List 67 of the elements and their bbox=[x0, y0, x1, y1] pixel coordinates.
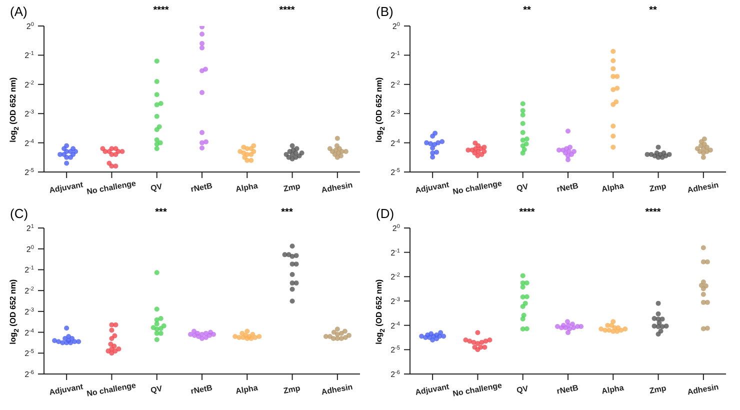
y-tick-label: 2$^{-4}$ bbox=[24, 328, 34, 338]
y-tick-label: 2$^{0}$ bbox=[26, 22, 34, 31]
x-tick-label: rNetB bbox=[190, 181, 214, 194]
y-tick-label: 2$^{-1}$ bbox=[24, 266, 34, 275]
x-tick-label: Zmp bbox=[282, 182, 302, 194]
y-tick-label: 2$^{-2}$ bbox=[390, 80, 400, 90]
y-tick-label: 2$^{-5}$ bbox=[390, 346, 400, 355]
y-tick-label: 2$^{-2}$ bbox=[24, 286, 34, 296]
text: **** bbox=[153, 5, 169, 16]
text: *** bbox=[155, 207, 167, 218]
y-tick-label: 2$^{-1}$ bbox=[390, 248, 400, 258]
x-tick-label: Zmp bbox=[648, 384, 668, 396]
y-tick-label: 2$^{-3}$ bbox=[24, 307, 34, 316]
x-tick-label: Zmp bbox=[648, 182, 668, 194]
y-tick-label: 2$^{-2}$ bbox=[24, 80, 34, 90]
y-tick-label: 2$^{0}$ bbox=[26, 244, 34, 254]
x-tick-label: rNetB bbox=[556, 383, 580, 396]
text: **** bbox=[279, 5, 295, 16]
x-tick-label: Zmp bbox=[282, 384, 302, 396]
text: **** bbox=[519, 207, 535, 218]
y-tick-label: 2$^{-6}$ bbox=[24, 370, 34, 379]
text: ** bbox=[523, 5, 531, 16]
x-tick-label: Adhesin bbox=[686, 180, 720, 195]
x-tick-label: Adjuvant bbox=[414, 382, 450, 397]
y-tick-label: 2$^{-3}$ bbox=[24, 110, 34, 119]
x-tick-label: Adjuvant bbox=[48, 382, 84, 397]
y-tick-label: 2$^{-2}$ bbox=[390, 272, 400, 282]
y-tick-label: 2$^{-3}$ bbox=[390, 110, 400, 119]
x-tick-label: Adjuvant bbox=[414, 180, 450, 195]
y-tick-label: 2$^{-5}$ bbox=[24, 349, 34, 358]
y-tick-label: 2$^{-3}$ bbox=[390, 297, 400, 306]
x-tick-label: QV bbox=[516, 384, 530, 395]
text: **** bbox=[645, 207, 661, 218]
x-tick-label: No challenge bbox=[86, 178, 138, 196]
x-tick-label: QV bbox=[516, 182, 530, 193]
y-tick-label: 2$^{-5}$ bbox=[390, 168, 400, 177]
x-tick-label: Alpha bbox=[600, 181, 625, 194]
y-tick-label: 2$^{0}$ bbox=[392, 22, 400, 31]
x-tick-label: rNetB bbox=[190, 383, 214, 396]
y-tick-label: 2$^{-6}$ bbox=[390, 370, 400, 379]
y-tick-label: 2$^{-5}$ bbox=[24, 168, 34, 177]
x-tick-label: QV bbox=[150, 182, 164, 193]
y-tick-label: 2$^{1}$ bbox=[26, 224, 34, 233]
chart-title: (B) bbox=[376, 4, 394, 19]
y-tick-label: 2$^{-4}$ bbox=[390, 321, 400, 330]
y-tick-label: 2$^{-1}$ bbox=[24, 51, 34, 60]
x-tick-label: Alpha bbox=[234, 383, 259, 396]
x-tick-label: Alpha bbox=[234, 181, 259, 194]
text: *** bbox=[281, 207, 293, 218]
y-tick-label: 2$^{-4}$ bbox=[24, 138, 34, 148]
x-tick-label: Adhesin bbox=[320, 382, 354, 397]
chart-title: (D) bbox=[376, 206, 394, 221]
chart-title: (C) bbox=[10, 206, 28, 221]
x-tick-label: rNetB bbox=[556, 181, 580, 194]
y-tick-label: 2$^{-1}$ bbox=[390, 51, 400, 60]
chart-title: (A) bbox=[10, 4, 28, 19]
text: ** bbox=[649, 5, 657, 16]
x-tick-label: No challenge bbox=[86, 380, 138, 398]
y-tick-label: 2$^{-4}$ bbox=[390, 138, 400, 148]
x-tick-label: No challenge bbox=[452, 178, 504, 196]
x-tick-label: Adjuvant bbox=[48, 180, 84, 195]
x-tick-label: QV bbox=[150, 384, 164, 395]
x-tick-label: Adhesin bbox=[686, 382, 720, 397]
x-tick-label: No challenge bbox=[452, 380, 504, 398]
x-tick-label: Alpha bbox=[600, 383, 625, 396]
x-tick-label: Adhesin bbox=[320, 180, 354, 195]
y-tick-label: 2$^{0}$ bbox=[392, 224, 400, 233]
